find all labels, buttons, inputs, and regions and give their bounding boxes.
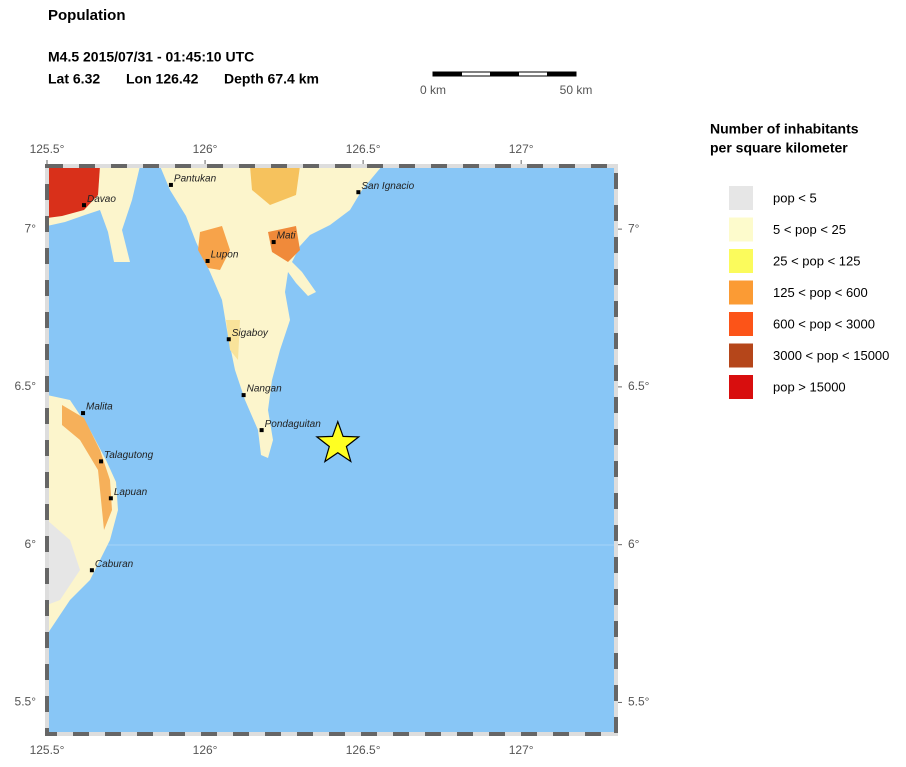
legend-title: Number of inhabitants (710, 121, 859, 137)
y-tick-label: 7° (25, 221, 37, 235)
y-tick-label: 5.5° (15, 695, 37, 709)
city-label: Pondaguitan (265, 419, 322, 430)
legend-label: 600 < pop < 3000 (773, 316, 875, 331)
city-label: Malita (86, 402, 113, 413)
city-marker (81, 203, 86, 208)
city-label: Mati (277, 231, 297, 242)
lon: Lon 126.42 (126, 71, 199, 87)
x-tick-label: 127° (509, 743, 534, 757)
legend-label: 3000 < pop < 15000 (773, 348, 889, 363)
scale-end: 50 km (560, 83, 593, 97)
x-tick-label: 126.5° (346, 142, 381, 156)
legend: Number of inhabitants per square kilomet… (710, 121, 889, 399)
event-line: M4.5 2015/07/31 - 01:45:10 UTC (48, 49, 254, 65)
lat: Lat 6.32 (48, 71, 100, 87)
city-label: Lupon (211, 250, 239, 261)
x-tick-label: 126° (193, 142, 218, 156)
x-tick-label: 125.5° (30, 142, 65, 156)
city-label: Caburan (95, 559, 134, 570)
city-marker (168, 182, 173, 187)
city-marker (205, 258, 210, 263)
city-label: Davao (87, 194, 116, 205)
legend-swatch (729, 343, 753, 368)
y-tick-label: 6° (25, 537, 37, 551)
x-tick-label: 126° (193, 743, 218, 757)
legend-swatch (729, 249, 753, 273)
legend-label: 5 < pop < 25 (773, 222, 846, 237)
city-marker (241, 393, 246, 398)
land (47, 166, 382, 635)
x-tick-label: 127° (509, 142, 534, 156)
city-marker (356, 190, 361, 195)
city-label: Sigaboy (232, 328, 269, 339)
city-marker (89, 568, 94, 573)
depth: Depth 67.4 km (224, 71, 319, 87)
y-tick-label: 7° (628, 221, 640, 235)
city-marker (259, 428, 264, 433)
y-tick-label: 6.5° (628, 379, 650, 393)
epicenter (315, 419, 361, 463)
city-marker (226, 337, 231, 342)
city-label: Lapuan (114, 487, 148, 498)
y-tick-label: 6.5° (15, 379, 37, 393)
scale-start: 0 km (420, 83, 446, 97)
city-marker (271, 240, 276, 245)
city-label: Pantukan (174, 174, 217, 185)
y-tick-label: 6° (628, 537, 640, 551)
legend-swatch (729, 280, 753, 305)
legend-label: pop > 15000 (773, 379, 846, 394)
title: Population (48, 7, 126, 24)
legend-label: 25 < pop < 125 (773, 253, 860, 268)
city-marker (99, 459, 104, 464)
legend-label: 125 < pop < 600 (773, 285, 868, 300)
x-tick-label: 125.5° (30, 743, 65, 757)
legend-swatch (729, 186, 753, 210)
scale-bar: 0 km 50 km (420, 71, 593, 97)
city-label: Talagutong (104, 450, 154, 461)
legend-swatch (729, 312, 753, 336)
legend-swatch (729, 375, 753, 399)
x-tick-label: 126.5° (346, 743, 381, 757)
city-marker (108, 496, 113, 501)
y-tick-label: 5.5° (628, 695, 650, 709)
legend-title: per square kilometer (710, 140, 848, 156)
city-label: San Ignacio (361, 181, 414, 192)
legend-swatch (729, 217, 753, 242)
city-label: Nangan (247, 384, 282, 395)
legend-label: pop < 5 (773, 190, 817, 205)
city-marker (81, 411, 86, 416)
